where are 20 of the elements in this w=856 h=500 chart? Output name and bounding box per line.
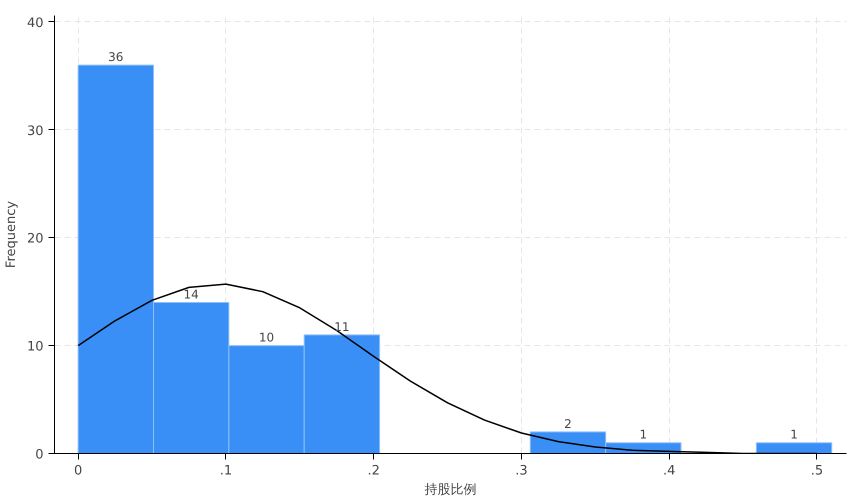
y-tick-label: 20: [26, 232, 44, 247]
data-label: 1: [640, 428, 648, 442]
y-tick-label: 30: [26, 124, 44, 139]
y-tick-label: 40: [26, 16, 44, 31]
data-label: 11: [334, 320, 350, 334]
x-axis-title: 持股比例: [424, 482, 476, 498]
x-tick-label: .3: [515, 464, 528, 478]
y-axis-title: Frequency: [4, 200, 19, 268]
x-tick-label: 0: [74, 464, 82, 478]
data-label: 1: [790, 428, 798, 442]
x-tick-label: .2: [367, 464, 380, 478]
x-tick-label: .5: [810, 464, 824, 478]
data-label: 36: [108, 50, 124, 64]
data-label: 10: [258, 330, 274, 345]
data-label: 14: [184, 287, 199, 302]
x-tick-label: .4: [662, 464, 676, 478]
x-tick-label: .1: [220, 464, 232, 478]
data-label: 2: [564, 416, 572, 431]
y-tick-label: 0: [35, 448, 44, 462]
y-tick-label: 10: [26, 340, 44, 355]
